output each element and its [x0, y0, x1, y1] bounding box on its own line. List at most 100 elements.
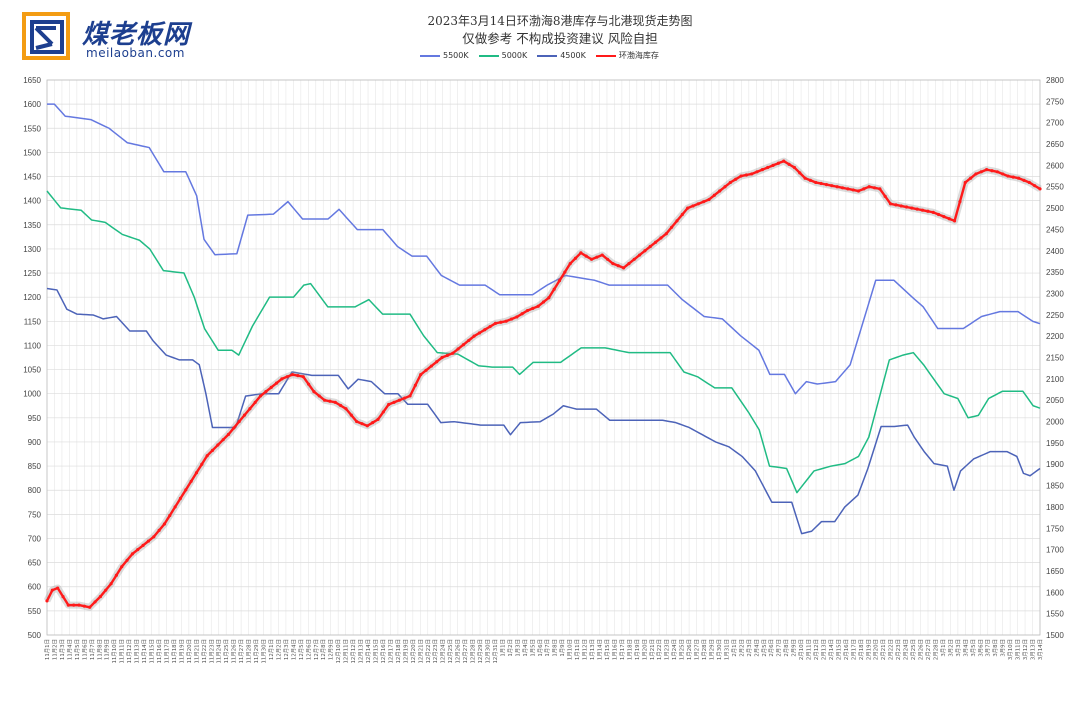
y-axis-right: 1500 1550 1600 1650 1700 1750 1800 1850 1900 1950…: [1046, 76, 1064, 640]
x-tick-label: 12月3日: [283, 639, 290, 660]
data-point: [707, 197, 711, 202]
x-tick-label: 12月17日: [387, 639, 394, 664]
x-tick-label: 11月15日: [149, 639, 156, 664]
x-tick-label: 11月3日: [59, 639, 66, 660]
data-point: [787, 162, 791, 166]
legend-swatch: [478, 54, 499, 57]
data-point: [974, 172, 978, 176]
data-point: [264, 390, 268, 394]
y-tick-label-left: 500: [28, 631, 42, 640]
series-shadow: [43, 157, 1042, 611]
y-tick-label-right: 2700: [1046, 119, 1064, 128]
x-tick-label: 11月25日: [223, 639, 230, 664]
y-tick-label-right: 2200: [1046, 332, 1064, 341]
y-tick-label-right: 2400: [1046, 247, 1064, 256]
x-tick-label: 3月14日: [1037, 639, 1044, 660]
series-markers: [45, 159, 1042, 609]
data-point: [339, 403, 343, 408]
x-tick-label: 2月22日: [888, 639, 895, 660]
data-point: [371, 421, 375, 425]
data-point: [387, 402, 391, 407]
x-tick-label: 1月17日: [619, 639, 626, 660]
brand-logo: 煤老板网 meilaoban.com: [22, 12, 232, 64]
data-point: [141, 543, 145, 547]
x-tick-label: 2月3日: [746, 639, 753, 657]
data-point: [728, 180, 732, 185]
data-point: [1001, 172, 1005, 176]
x-tick-label: 2月18日: [858, 639, 865, 660]
data-point: [894, 203, 898, 207]
data-point: [136, 548, 140, 552]
data-point: [403, 396, 407, 400]
x-tick-label: 1月1日: [499, 639, 506, 657]
x-tick-label: 1月15日: [604, 639, 611, 660]
legend-swatch: [537, 54, 558, 57]
y-tick-label-left: 600: [28, 583, 42, 592]
x-tick-label: 11月16日: [156, 639, 163, 664]
y-tick-label-right: 1550: [1046, 610, 1064, 619]
y-tick-label-right: 1600: [1046, 588, 1064, 597]
y-tick-label-right: 2250: [1046, 311, 1064, 320]
x-tick-label: 2月20日: [873, 639, 880, 660]
x-tick-label: 1月9日: [559, 639, 566, 657]
data-point: [493, 321, 498, 325]
logo-name: 煤老板网: [82, 20, 191, 50]
chart-title: 2023年3月14日环渤海8港库存与北港现货走势图: [427, 14, 693, 28]
legend-item: 4500K: [537, 50, 586, 61]
data-point: [611, 261, 615, 266]
data-point: [376, 417, 380, 422]
series-line-0: [47, 103, 1041, 395]
data-point: [963, 180, 967, 185]
data-point: [323, 398, 327, 402]
series-line-2: [46, 287, 1041, 535]
data-point: [1017, 176, 1021, 180]
x-tick-label: 3月11日: [1015, 639, 1022, 660]
y-tick-label-right: 2350: [1046, 268, 1064, 277]
data-point: [525, 308, 530, 313]
x-tick-label: 2月2日: [738, 639, 745, 657]
data-point: [88, 605, 92, 609]
x-tick-label: 12月29日: [477, 639, 484, 664]
data-point: [910, 206, 914, 210]
y-tick-label-left: 1350: [23, 221, 41, 230]
y-tick-label-right: 2000: [1046, 418, 1064, 427]
series-line-1: [46, 190, 1041, 494]
x-tick-label: 1月24日: [671, 639, 678, 660]
data-point: [1006, 174, 1010, 178]
data-point: [45, 599, 49, 603]
data-point: [931, 210, 935, 214]
data-point: [226, 432, 231, 436]
data-point: [344, 407, 348, 411]
x-tick-label: 11月14日: [141, 639, 148, 664]
x-tick-label: 2月10日: [798, 639, 805, 660]
data-point: [146, 539, 151, 543]
data-point: [632, 257, 636, 261]
x-tick-label: 11月9日: [104, 639, 111, 660]
data-point: [878, 187, 882, 191]
data-point: [958, 200, 962, 204]
data-point: [664, 232, 668, 236]
data-point: [771, 163, 775, 167]
y-tick-label-left: 1600: [23, 100, 41, 109]
data-point: [670, 225, 674, 229]
x-tick-label: 12月22日: [425, 639, 432, 664]
data-point: [467, 338, 471, 343]
x-tick-label: 2月12日: [813, 639, 820, 660]
x-tick-label: 2月21日: [880, 639, 887, 660]
data-point: [157, 528, 161, 533]
x-tick-label: 3月3日: [955, 639, 962, 657]
x-tick-label: 12月21日: [417, 639, 424, 664]
data-point: [301, 375, 305, 379]
data-point: [216, 443, 220, 447]
x-tick-label: 1月14日: [596, 639, 603, 660]
data-point: [888, 202, 893, 206]
data-point: [552, 287, 556, 291]
x-tick-label: 11月10日: [111, 639, 118, 664]
data-point: [77, 603, 81, 607]
data-point: [589, 257, 594, 261]
data-point: [760, 168, 764, 172]
x-tick-label: 2月5日: [761, 639, 768, 657]
data-point: [312, 390, 316, 394]
data-point: [659, 236, 663, 240]
x-tick-label: 1月21日: [649, 639, 656, 660]
